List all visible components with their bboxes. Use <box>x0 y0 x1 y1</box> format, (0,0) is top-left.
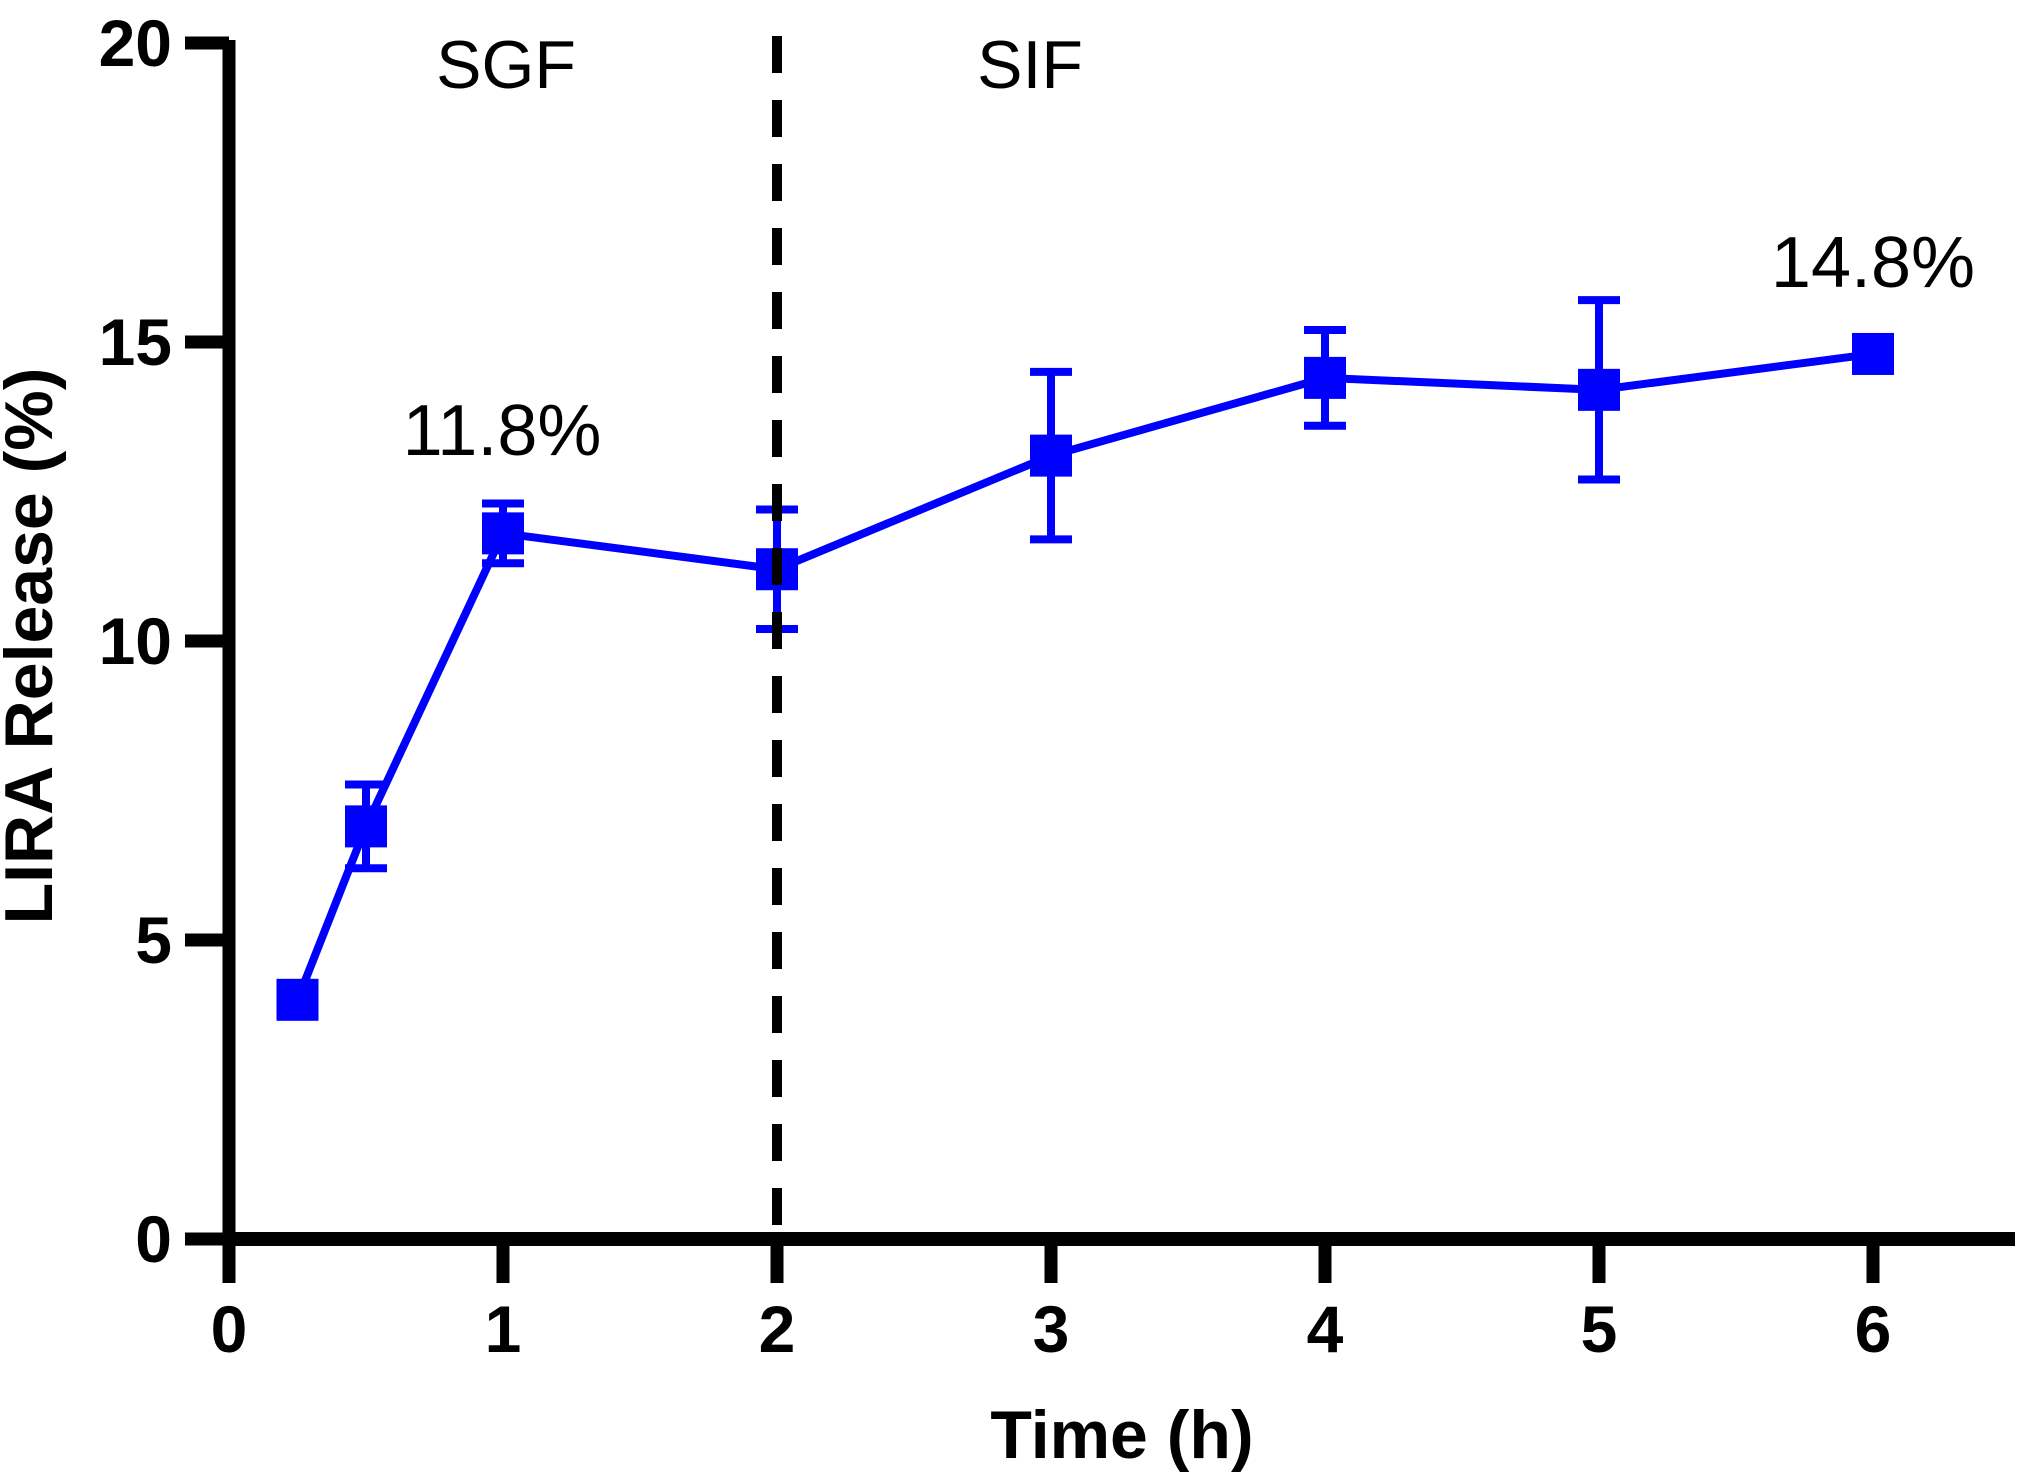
y-tick-label: 20 <box>99 6 172 80</box>
region-label-sgf: SGF <box>436 27 576 103</box>
y-axis-title: LIRA Release (%) <box>0 368 67 925</box>
series-line <box>293 349 1874 1002</box>
x-axis-title: Time (h) <box>990 1397 1253 1473</box>
y-tick-label: 10 <box>99 604 172 678</box>
data-point-marker <box>1030 434 1072 477</box>
data-point-marker <box>482 512 524 555</box>
x-tick-label: 4 <box>1307 1292 1344 1366</box>
data-point-marker <box>1304 356 1346 399</box>
series-layer <box>276 296 1894 1021</box>
data-point-marker <box>1852 332 1894 375</box>
y-tick-label: 5 <box>135 903 172 977</box>
y-tick-label: 15 <box>99 305 172 379</box>
x-tick-label: 3 <box>1033 1292 1070 1366</box>
region-label-sif: SIF <box>977 27 1083 103</box>
data-point-marker <box>345 805 387 848</box>
data-point-marker <box>276 978 319 1021</box>
axes-layer: 0 5 10 15 20 0 1 2 3 4 5 6 <box>99 6 2015 1366</box>
x-tick-label: 1 <box>485 1292 522 1366</box>
x-tick-label: 0 <box>211 1292 248 1366</box>
x-tick-label: 2 <box>759 1292 796 1366</box>
x-tick-label: 6 <box>1855 1292 1892 1366</box>
annotation-14-8: 14.8% <box>1771 223 1975 303</box>
annotation-11-8: 11.8% <box>403 391 602 471</box>
y-tick-label: 0 <box>135 1202 172 1276</box>
x-tick-label: 5 <box>1581 1292 1618 1366</box>
data-point-marker <box>1578 368 1620 411</box>
